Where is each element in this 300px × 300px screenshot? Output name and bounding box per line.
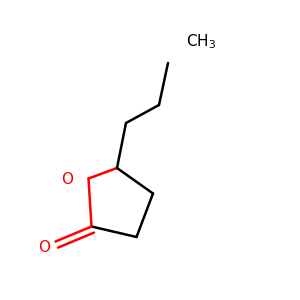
- Text: O: O: [38, 240, 50, 255]
- Text: O: O: [61, 172, 74, 188]
- Text: CH$_3$: CH$_3$: [186, 33, 216, 51]
